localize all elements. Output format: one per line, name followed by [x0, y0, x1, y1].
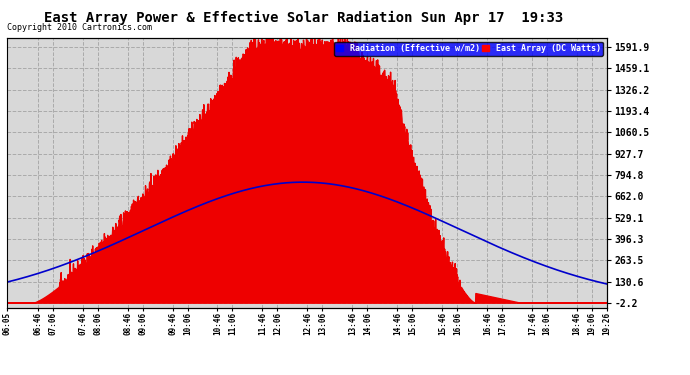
Text: East Array Power & Effective Solar Radiation Sun Apr 17  19:33: East Array Power & Effective Solar Radia…: [44, 11, 563, 26]
Text: Copyright 2010 Cartronics.com: Copyright 2010 Cartronics.com: [7, 23, 152, 32]
Legend: Radiation (Effective w/m2), East Array (DC Watts): Radiation (Effective w/m2), East Array (…: [334, 42, 603, 56]
